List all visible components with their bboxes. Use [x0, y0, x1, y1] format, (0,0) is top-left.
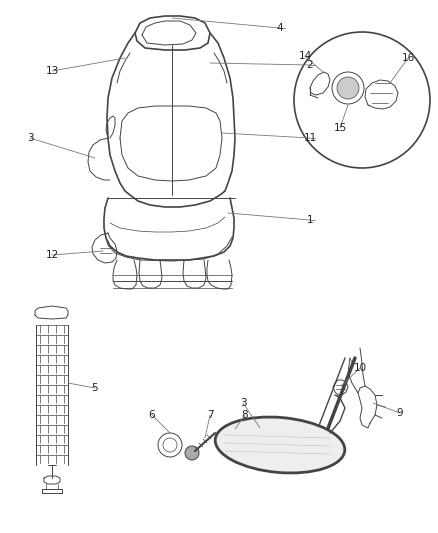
Text: 5: 5	[92, 383, 98, 393]
Text: 1: 1	[306, 215, 313, 225]
Text: 13: 13	[45, 66, 59, 76]
Text: 10: 10	[353, 363, 366, 373]
Text: 7: 7	[206, 410, 213, 420]
Text: 6: 6	[148, 410, 155, 420]
Text: 8: 8	[241, 410, 248, 420]
Text: 4: 4	[276, 23, 283, 33]
Circle shape	[230, 433, 240, 443]
Text: 9: 9	[396, 408, 403, 418]
Text: 3: 3	[27, 133, 33, 143]
Text: 3: 3	[239, 398, 246, 408]
Text: 14: 14	[298, 51, 311, 61]
Text: 15: 15	[332, 123, 346, 133]
Ellipse shape	[215, 417, 344, 473]
Text: 12: 12	[45, 250, 59, 260]
Text: 11: 11	[303, 133, 316, 143]
Text: 16: 16	[400, 53, 413, 63]
Circle shape	[184, 446, 198, 460]
Text: 2: 2	[306, 60, 313, 70]
Circle shape	[336, 77, 358, 99]
